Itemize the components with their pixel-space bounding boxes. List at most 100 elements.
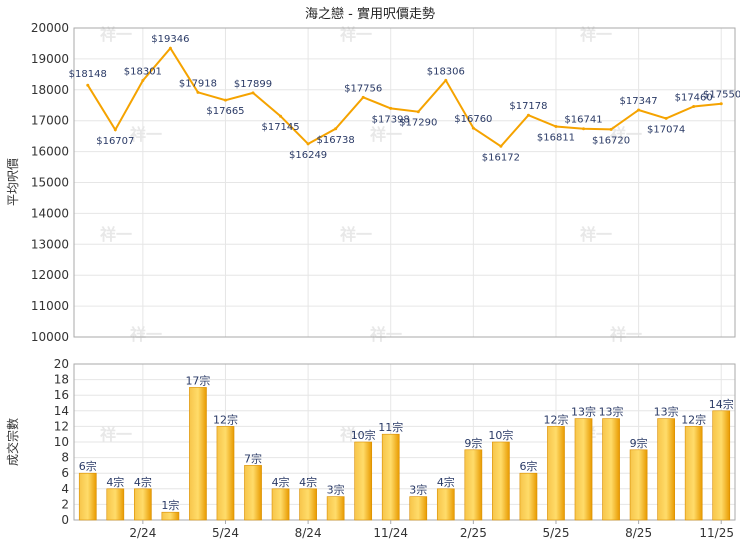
x-tick-label: 2/24 [129, 526, 156, 540]
volume-bar [244, 465, 262, 521]
volume-plot-frame [73, 363, 736, 521]
volume-bar-label: 4宗 [437, 475, 455, 489]
price-data-label: $17290 [399, 118, 437, 129]
watermark-text: 祥一 [610, 125, 642, 144]
volume-bar-label: 4宗 [299, 475, 317, 489]
watermark-text: 祥一 [130, 325, 162, 344]
volume-bar-label: 4宗 [272, 475, 290, 489]
price-gridlines [74, 27, 735, 338]
volume-y-tick-label: 4 [61, 482, 69, 496]
price-data-label: $17145 [261, 122, 299, 133]
volume-bar [547, 426, 565, 521]
price-point [113, 128, 117, 132]
price-data-label: $16811 [537, 133, 575, 144]
volume-bar [106, 488, 125, 521]
price-point [526, 113, 530, 117]
volume-bar [381, 433, 400, 521]
price-point [499, 144, 503, 148]
watermark-text: 祥一 [580, 25, 612, 44]
price-point [582, 127, 586, 131]
watermark-text: 祥一 [370, 325, 402, 344]
volume-bar [629, 449, 648, 521]
volume-y-axis-label: 成交宗數 [5, 418, 20, 466]
volume-y-tick-label: 8 [61, 451, 69, 465]
price-data-label: $17347 [620, 96, 658, 107]
price-y-tick-label: 20000 [31, 21, 69, 35]
price-point [279, 114, 283, 118]
volume-y-tick-label: 18 [54, 373, 69, 387]
volume-y-tick-label: 20 [54, 357, 69, 371]
volume-bar-label: 6宗 [79, 459, 97, 473]
volume-bar-label: 12宗 [543, 412, 568, 426]
watermark-text: 祥一 [580, 225, 612, 244]
price-data-label: $17074 [647, 124, 685, 135]
watermark-text: 祥一 [100, 425, 132, 444]
price-data-label: $17918 [179, 78, 217, 89]
volume-bar-label: 1宗 [161, 498, 179, 512]
volume-bar [492, 441, 510, 521]
volume-bar [464, 449, 483, 521]
volume-bar-label: 4宗 [134, 475, 152, 489]
price-y-tick-label: 16000 [31, 145, 69, 159]
price-point [637, 108, 641, 112]
volume-bar-label: 12宗 [681, 412, 706, 426]
price-data-label: $19346 [151, 34, 189, 45]
price-point [251, 91, 255, 95]
x-tick-label: 2/25 [460, 526, 487, 540]
volume-bar-label: 3宗 [409, 483, 427, 497]
price-point [692, 104, 696, 108]
price-point [444, 78, 448, 82]
price-point [554, 125, 558, 129]
volume-bar [271, 488, 290, 521]
price-data-label: $16249 [289, 150, 327, 161]
price-y-tick-label: 12000 [31, 268, 69, 282]
price-point [86, 83, 90, 87]
price-data-label: $16741 [564, 115, 602, 126]
price-data-label: $17550 [703, 90, 740, 101]
price-data-label: $17756 [344, 83, 382, 94]
price-point [223, 98, 227, 102]
volume-bar [712, 410, 731, 521]
volume-bar [189, 387, 207, 521]
x-axis-ticks: 2/24 5/24 8/24 11/24 2/25 5/25 8/25 11/25 [129, 520, 734, 540]
volume-bar-label: 13宗 [654, 405, 679, 419]
price-point [141, 78, 145, 82]
price-data-label: $18301 [124, 66, 162, 77]
volume-bar-label: 14宗 [709, 397, 734, 411]
price-data-label: $16707 [96, 136, 134, 147]
price-point [609, 127, 613, 131]
volume-bar [519, 472, 538, 521]
watermark-text: 祥一 [130, 125, 162, 144]
volume-bar-label: 12宗 [213, 412, 238, 426]
volume-bar-label: 10宗 [488, 428, 513, 442]
price-point [334, 127, 338, 131]
volume-bar-label: 7宗 [244, 451, 262, 465]
volume-bar [78, 472, 97, 521]
price-point [196, 90, 200, 94]
volume-bar [657, 418, 675, 521]
watermark-text: 祥一 [100, 225, 132, 244]
volume-bar [161, 511, 180, 521]
volume-bar-label: 3宗 [327, 483, 345, 497]
x-tick-label: 8/25 [625, 526, 652, 540]
price-y-axis-label: 平均呎價 [6, 158, 20, 206]
price-y-tick-label: 19000 [31, 52, 69, 66]
volume-y-tick-label: 14 [54, 404, 69, 418]
price-point [306, 142, 310, 146]
volume-bar [602, 418, 620, 521]
x-tick-label: 11/24 [373, 526, 408, 540]
price-point [471, 126, 475, 130]
price-y-tick-label: 13000 [31, 237, 69, 251]
price-data-label: $18306 [427, 66, 465, 77]
volume-y-tick-label: 0 [61, 513, 69, 527]
price-y-tick-label: 15000 [31, 176, 69, 190]
price-data-label: $17178 [509, 101, 547, 112]
watermark-text: 祥一 [370, 125, 402, 144]
chart-title: 海之戀 - 實用呎價走勢 [305, 6, 435, 22]
price-data-labels: $18148 $16707 $18301 $19346 $17918 $17665 $178… [69, 34, 740, 163]
x-tick-label: 5/24 [212, 526, 239, 540]
volume-y-tick-label: 10 [54, 435, 69, 449]
volume-bar-label: 6宗 [519, 459, 537, 473]
